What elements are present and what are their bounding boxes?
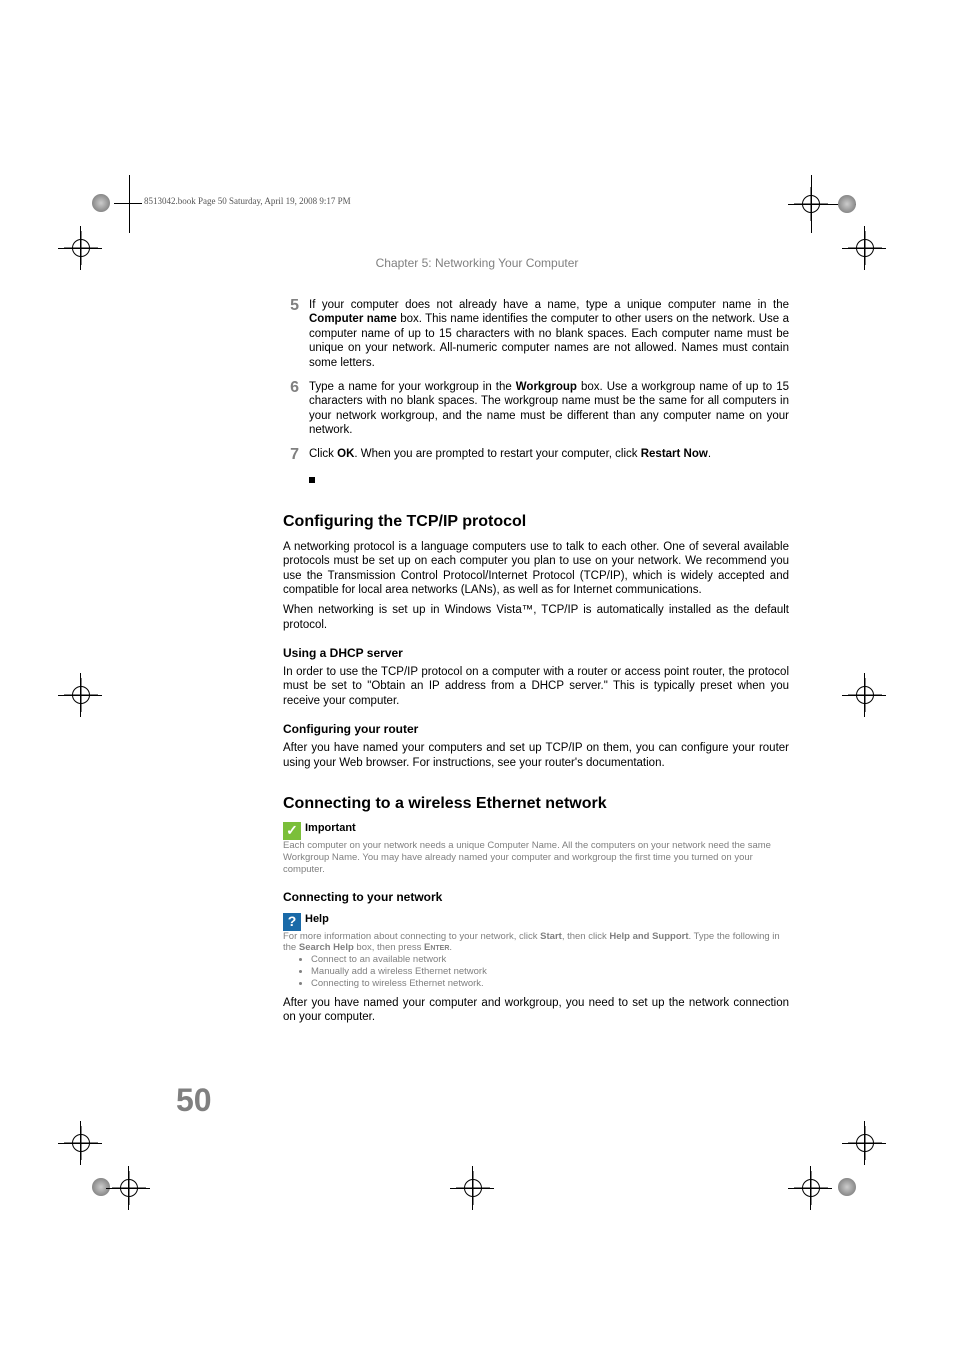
question-icon: ?	[283, 913, 301, 931]
step-7: 7 Click OK. When you are prompted to res…	[283, 447, 789, 463]
callout-title: Help	[305, 913, 329, 927]
step-5: 5 If your computer does not already have…	[283, 298, 789, 370]
crop-disc	[838, 1178, 856, 1196]
crop-line	[80, 1121, 81, 1165]
step-body: Click OK. When you are prompted to resta…	[309, 447, 789, 463]
crop-line	[810, 1166, 811, 1210]
step-body: Type a name for your workgroup in the Wo…	[309, 380, 789, 438]
crop-line	[472, 1166, 473, 1210]
step-body: If your computer does not already have a…	[309, 298, 789, 370]
crop-line	[128, 1166, 129, 1210]
help-callout: ? Help For more information about connec…	[283, 913, 789, 990]
chapter-title: Chapter 5: Networking Your Computer	[0, 256, 954, 270]
heading-configuring-tcpip: Configuring the TCP/IP protocol	[283, 512, 789, 532]
subheading-router: Configuring your router	[283, 722, 789, 737]
step-number: 6	[283, 380, 309, 438]
crop-line	[80, 673, 81, 717]
paragraph: After you have named your computers and …	[283, 741, 789, 770]
header-note: 8513042.book Page 50 Saturday, April 19,…	[144, 196, 351, 206]
checkmark-icon: ✓	[283, 822, 301, 840]
step-number: 5	[283, 298, 309, 370]
crop-disc	[92, 194, 110, 212]
paragraph: In order to use the TCP/IP protocol on a…	[283, 665, 789, 708]
help-list-item: Connect to an available network	[311, 954, 789, 966]
crop-disc	[92, 1178, 110, 1196]
callout-body: For more information about connecting to…	[283, 931, 789, 955]
page-content: 5 If your computer does not already have…	[283, 298, 789, 1031]
crop-disc	[838, 195, 856, 213]
crop-line	[864, 1121, 865, 1165]
paragraph: When networking is set up in Windows Vis…	[283, 603, 789, 632]
important-callout: ✓ Important Each computer on your networ…	[283, 822, 789, 876]
step-6: 6 Type a name for your workgroup in the …	[283, 380, 789, 438]
help-list-item: Connecting to wireless Ethernet network.	[311, 978, 789, 990]
callout-title: Important	[305, 822, 356, 836]
subheading-dhcp: Using a DHCP server	[283, 646, 789, 661]
heading-wireless-ethernet: Connecting to a wireless Ethernet networ…	[283, 794, 789, 814]
help-list-item: Manually add a wireless Ethernet network	[311, 966, 789, 978]
paragraph: A networking protocol is a language comp…	[283, 540, 789, 598]
paragraph: After you have named your computer and w…	[283, 996, 789, 1025]
crop-line	[864, 673, 865, 717]
step-number: 7	[283, 447, 309, 463]
end-of-procedure-marker	[309, 477, 315, 483]
help-list: Connect to an available network Manually…	[283, 954, 789, 990]
crop-line	[114, 203, 142, 204]
subheading-connecting: Connecting to your network	[283, 890, 789, 905]
page-number: 50	[176, 1082, 212, 1119]
crop-line	[811, 175, 812, 233]
crop-line	[129, 175, 130, 233]
callout-body: Each computer on your network needs a un…	[283, 840, 789, 876]
